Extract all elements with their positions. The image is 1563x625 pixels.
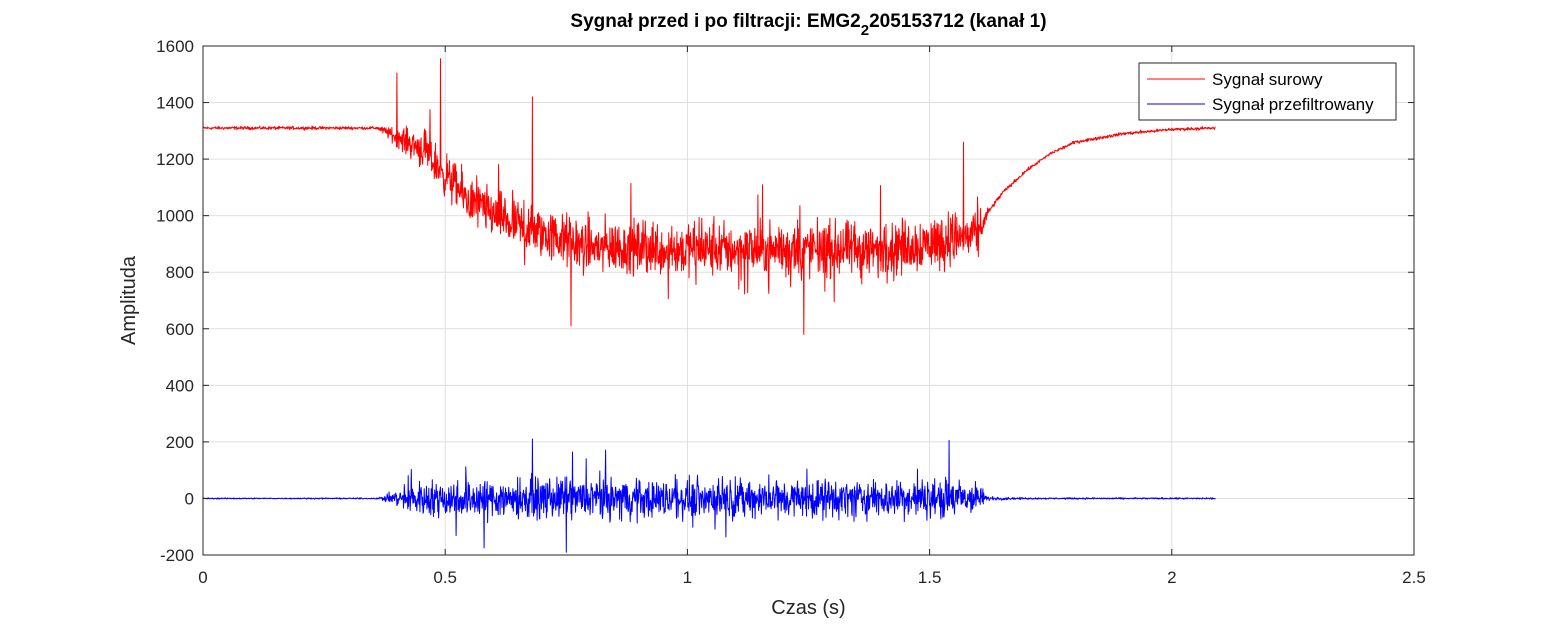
y-tick-label: 1000 [156, 207, 194, 226]
x-tick-label: 1.5 [918, 568, 942, 587]
plot-area-frame [202, 45, 1415, 556]
y-tick-label: 1600 [156, 37, 194, 56]
x-tick-label: 0 [198, 568, 207, 587]
axis-ticks: 0 0.5 1 1.5 2 2.5-200020040060080010001200140… [156, 37, 1426, 587]
x-tick-label: 2.5 [1402, 568, 1426, 587]
y-tick-label: 0 [185, 489, 194, 508]
y-tick-label: 1200 [156, 150, 194, 169]
y-tick-label: 800 [166, 263, 194, 282]
legend-box [1138, 62, 1397, 121]
legend-label-raw-signal: Sygnał surowy [1212, 70, 1323, 89]
y-tick-label: 200 [166, 433, 194, 452]
legend-label-filtered-signal: Sygnał przefiltrowany [1212, 95, 1374, 114]
chart-title: Sygnał przed i po filtracji: EMG22205153… [570, 11, 1046, 39]
chart-title-rest: 205153712 (kanał 1) [869, 11, 1046, 32]
series-lines [202, 58, 1216, 553]
y-axis-label: Amplituda [118, 255, 140, 345]
raw-signal-line [202, 58, 1216, 335]
x-tick-label: 2 [1167, 568, 1176, 587]
y-tick-label: 1400 [156, 94, 194, 113]
y-tick-label: -200 [160, 546, 194, 565]
y-tick-label: 400 [166, 376, 194, 395]
chart-title-main: Sygnał przed i po filtracji: EMG2 [570, 11, 860, 32]
chart-title-subscript: 2 [861, 22, 869, 39]
grid-lines [202, 45, 1415, 556]
x-tick-label: 0.5 [433, 568, 457, 587]
legend: Sygnał surowy Sygnał przefiltrowany [1138, 62, 1397, 121]
filtered-signal-line [202, 438, 1216, 553]
y-tick-label: 600 [166, 320, 194, 339]
x-axis-label: Czas (s) [771, 597, 845, 619]
x-tick-label: 1 [683, 568, 692, 587]
